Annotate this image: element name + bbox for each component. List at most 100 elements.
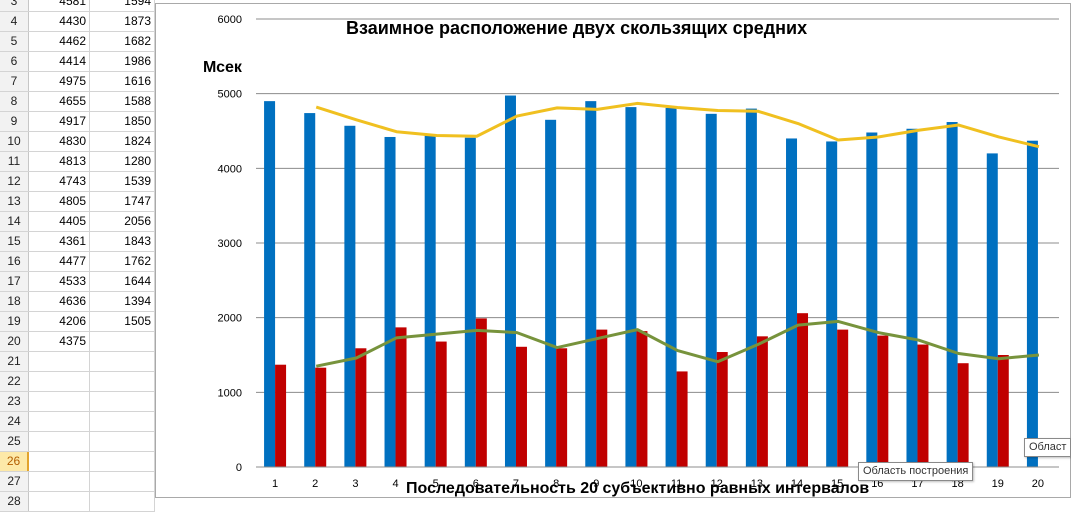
row-number[interactable]: 25 — [0, 432, 29, 451]
cell-col-a[interactable] — [29, 492, 90, 511]
cell-col-a[interactable]: 4414 — [29, 52, 90, 71]
sheet-row[interactable]: 27 — [0, 472, 155, 492]
cell-col-a[interactable]: 4655 — [29, 92, 90, 111]
row-number[interactable]: 24 — [0, 412, 29, 431]
cell-col-a[interactable]: 4375 — [29, 332, 90, 351]
cell-col-b[interactable] — [90, 432, 155, 451]
cell-col-a[interactable]: 4813 — [29, 152, 90, 171]
cell-col-b[interactable] — [90, 492, 155, 511]
sheet-row[interactable]: 18 4636 1394 — [0, 292, 155, 312]
sheet-row[interactable]: 26 — [0, 452, 155, 472]
cell-col-a[interactable] — [29, 352, 90, 371]
sheet-row[interactable]: 16 4477 1762 — [0, 252, 155, 272]
sheet-row[interactable]: 7 4975 1616 — [0, 72, 155, 92]
cell-col-b[interactable]: 1539 — [90, 172, 155, 191]
sheet-row[interactable]: 21 — [0, 352, 155, 372]
row-number[interactable]: 3 — [0, 0, 29, 11]
cell-col-a[interactable]: 4430 — [29, 12, 90, 31]
sheet-row[interactable]: 15 4361 1843 — [0, 232, 155, 252]
cell-col-b[interactable]: 1394 — [90, 292, 155, 311]
sheet-row[interactable]: 9 4917 1850 — [0, 112, 155, 132]
row-number[interactable]: 26 — [0, 452, 29, 471]
sheet-row[interactable]: 23 — [0, 392, 155, 412]
cell-col-b[interactable] — [90, 472, 155, 491]
sheet-row[interactable]: 19 4206 1505 — [0, 312, 155, 332]
cell-col-b[interactable]: 1682 — [90, 32, 155, 51]
cell-col-a[interactable]: 4477 — [29, 252, 90, 271]
cell-col-a[interactable] — [29, 372, 90, 391]
sheet-row[interactable]: 11 4813 1280 — [0, 152, 155, 172]
row-number[interactable]: 5 — [0, 32, 29, 51]
cell-col-b[interactable] — [90, 372, 155, 391]
row-number[interactable]: 16 — [0, 252, 29, 271]
row-number[interactable]: 23 — [0, 392, 29, 411]
sheet-row[interactable]: 24 — [0, 412, 155, 432]
cell-col-a[interactable]: 4636 — [29, 292, 90, 311]
cell-col-b[interactable]: 1850 — [90, 112, 155, 131]
row-number[interactable]: 12 — [0, 172, 29, 191]
row-number[interactable]: 19 — [0, 312, 29, 331]
row-number[interactable]: 18 — [0, 292, 29, 311]
row-number[interactable]: 7 — [0, 72, 29, 91]
sheet-row[interactable]: 14 4405 2056 — [0, 212, 155, 232]
cell-col-b[interactable] — [90, 352, 155, 371]
cell-col-a[interactable] — [29, 472, 90, 491]
cell-col-b[interactable]: 1616 — [90, 72, 155, 91]
sheet-row[interactable]: 13 4805 1747 — [0, 192, 155, 212]
cell-col-a[interactable]: 4206 — [29, 312, 90, 331]
cell-col-a[interactable]: 4405 — [29, 212, 90, 231]
row-number[interactable]: 9 — [0, 112, 29, 131]
row-number[interactable]: 11 — [0, 152, 29, 171]
row-number[interactable]: 13 — [0, 192, 29, 211]
spreadsheet-grid[interactable]: 3 4581 1594 4 4430 1873 5 4462 1682 6 4414 1986 7 497… — [0, 0, 155, 512]
cell-col-a[interactable] — [29, 432, 90, 451]
cell-col-b[interactable]: 1762 — [90, 252, 155, 271]
cell-col-a[interactable]: 4743 — [29, 172, 90, 191]
sheet-row[interactable]: 4 4430 1873 — [0, 12, 155, 32]
cell-col-a[interactable] — [29, 392, 90, 411]
sheet-row[interactable]: 12 4743 1539 — [0, 172, 155, 192]
cell-col-a[interactable]: 4533 — [29, 272, 90, 291]
sheet-row[interactable]: 6 4414 1986 — [0, 52, 155, 72]
cell-col-a[interactable]: 4361 — [29, 232, 90, 251]
row-number[interactable]: 21 — [0, 352, 29, 371]
sheet-row[interactable]: 22 — [0, 372, 155, 392]
cell-col-a[interactable]: 4805 — [29, 192, 90, 211]
cell-col-b[interactable]: 1505 — [90, 312, 155, 331]
cell-col-b[interactable] — [90, 332, 155, 351]
row-number[interactable]: 28 — [0, 492, 29, 511]
row-number[interactable]: 8 — [0, 92, 29, 111]
cell-col-a[interactable] — [29, 452, 90, 471]
cell-col-b[interactable]: 1594 — [90, 0, 155, 11]
cell-col-b[interactable]: 1588 — [90, 92, 155, 111]
row-number[interactable]: 4 — [0, 12, 29, 31]
row-number[interactable]: 10 — [0, 132, 29, 151]
cell-col-b[interactable]: 1986 — [90, 52, 155, 71]
sheet-row[interactable]: 5 4462 1682 — [0, 32, 155, 52]
row-number[interactable]: 14 — [0, 212, 29, 231]
cell-col-b[interactable]: 1824 — [90, 132, 155, 151]
chart-area[interactable]: 0 1000 2000 3000 4000 5000 6000 1 2 3 4 5 6 7 8 9 10 11 12… — [155, 3, 1071, 498]
cell-col-a[interactable]: 4975 — [29, 72, 90, 91]
row-number[interactable]: 6 — [0, 52, 29, 71]
cell-col-b[interactable]: 1873 — [90, 12, 155, 31]
row-number[interactable]: 22 — [0, 372, 29, 391]
cell-col-b[interactable] — [90, 392, 155, 411]
cell-col-a[interactable] — [29, 412, 90, 431]
row-number[interactable]: 15 — [0, 232, 29, 251]
cell-col-b[interactable]: 1644 — [90, 272, 155, 291]
cell-col-a[interactable]: 4830 — [29, 132, 90, 151]
cell-col-b[interactable]: 1747 — [90, 192, 155, 211]
row-number[interactable]: 20 — [0, 332, 29, 351]
cell-col-b[interactable]: 2056 — [90, 212, 155, 231]
sheet-row[interactable]: 25 — [0, 432, 155, 452]
cell-col-b[interactable] — [90, 412, 155, 431]
sheet-row[interactable]: 3 4581 1594 — [0, 0, 155, 12]
row-number[interactable]: 27 — [0, 472, 29, 491]
cell-col-a[interactable]: 4581 — [29, 0, 90, 11]
cell-col-b[interactable] — [90, 452, 155, 471]
cell-col-b[interactable]: 1843 — [90, 232, 155, 251]
sheet-row[interactable]: 8 4655 1588 — [0, 92, 155, 112]
cell-col-a[interactable]: 4917 — [29, 112, 90, 131]
